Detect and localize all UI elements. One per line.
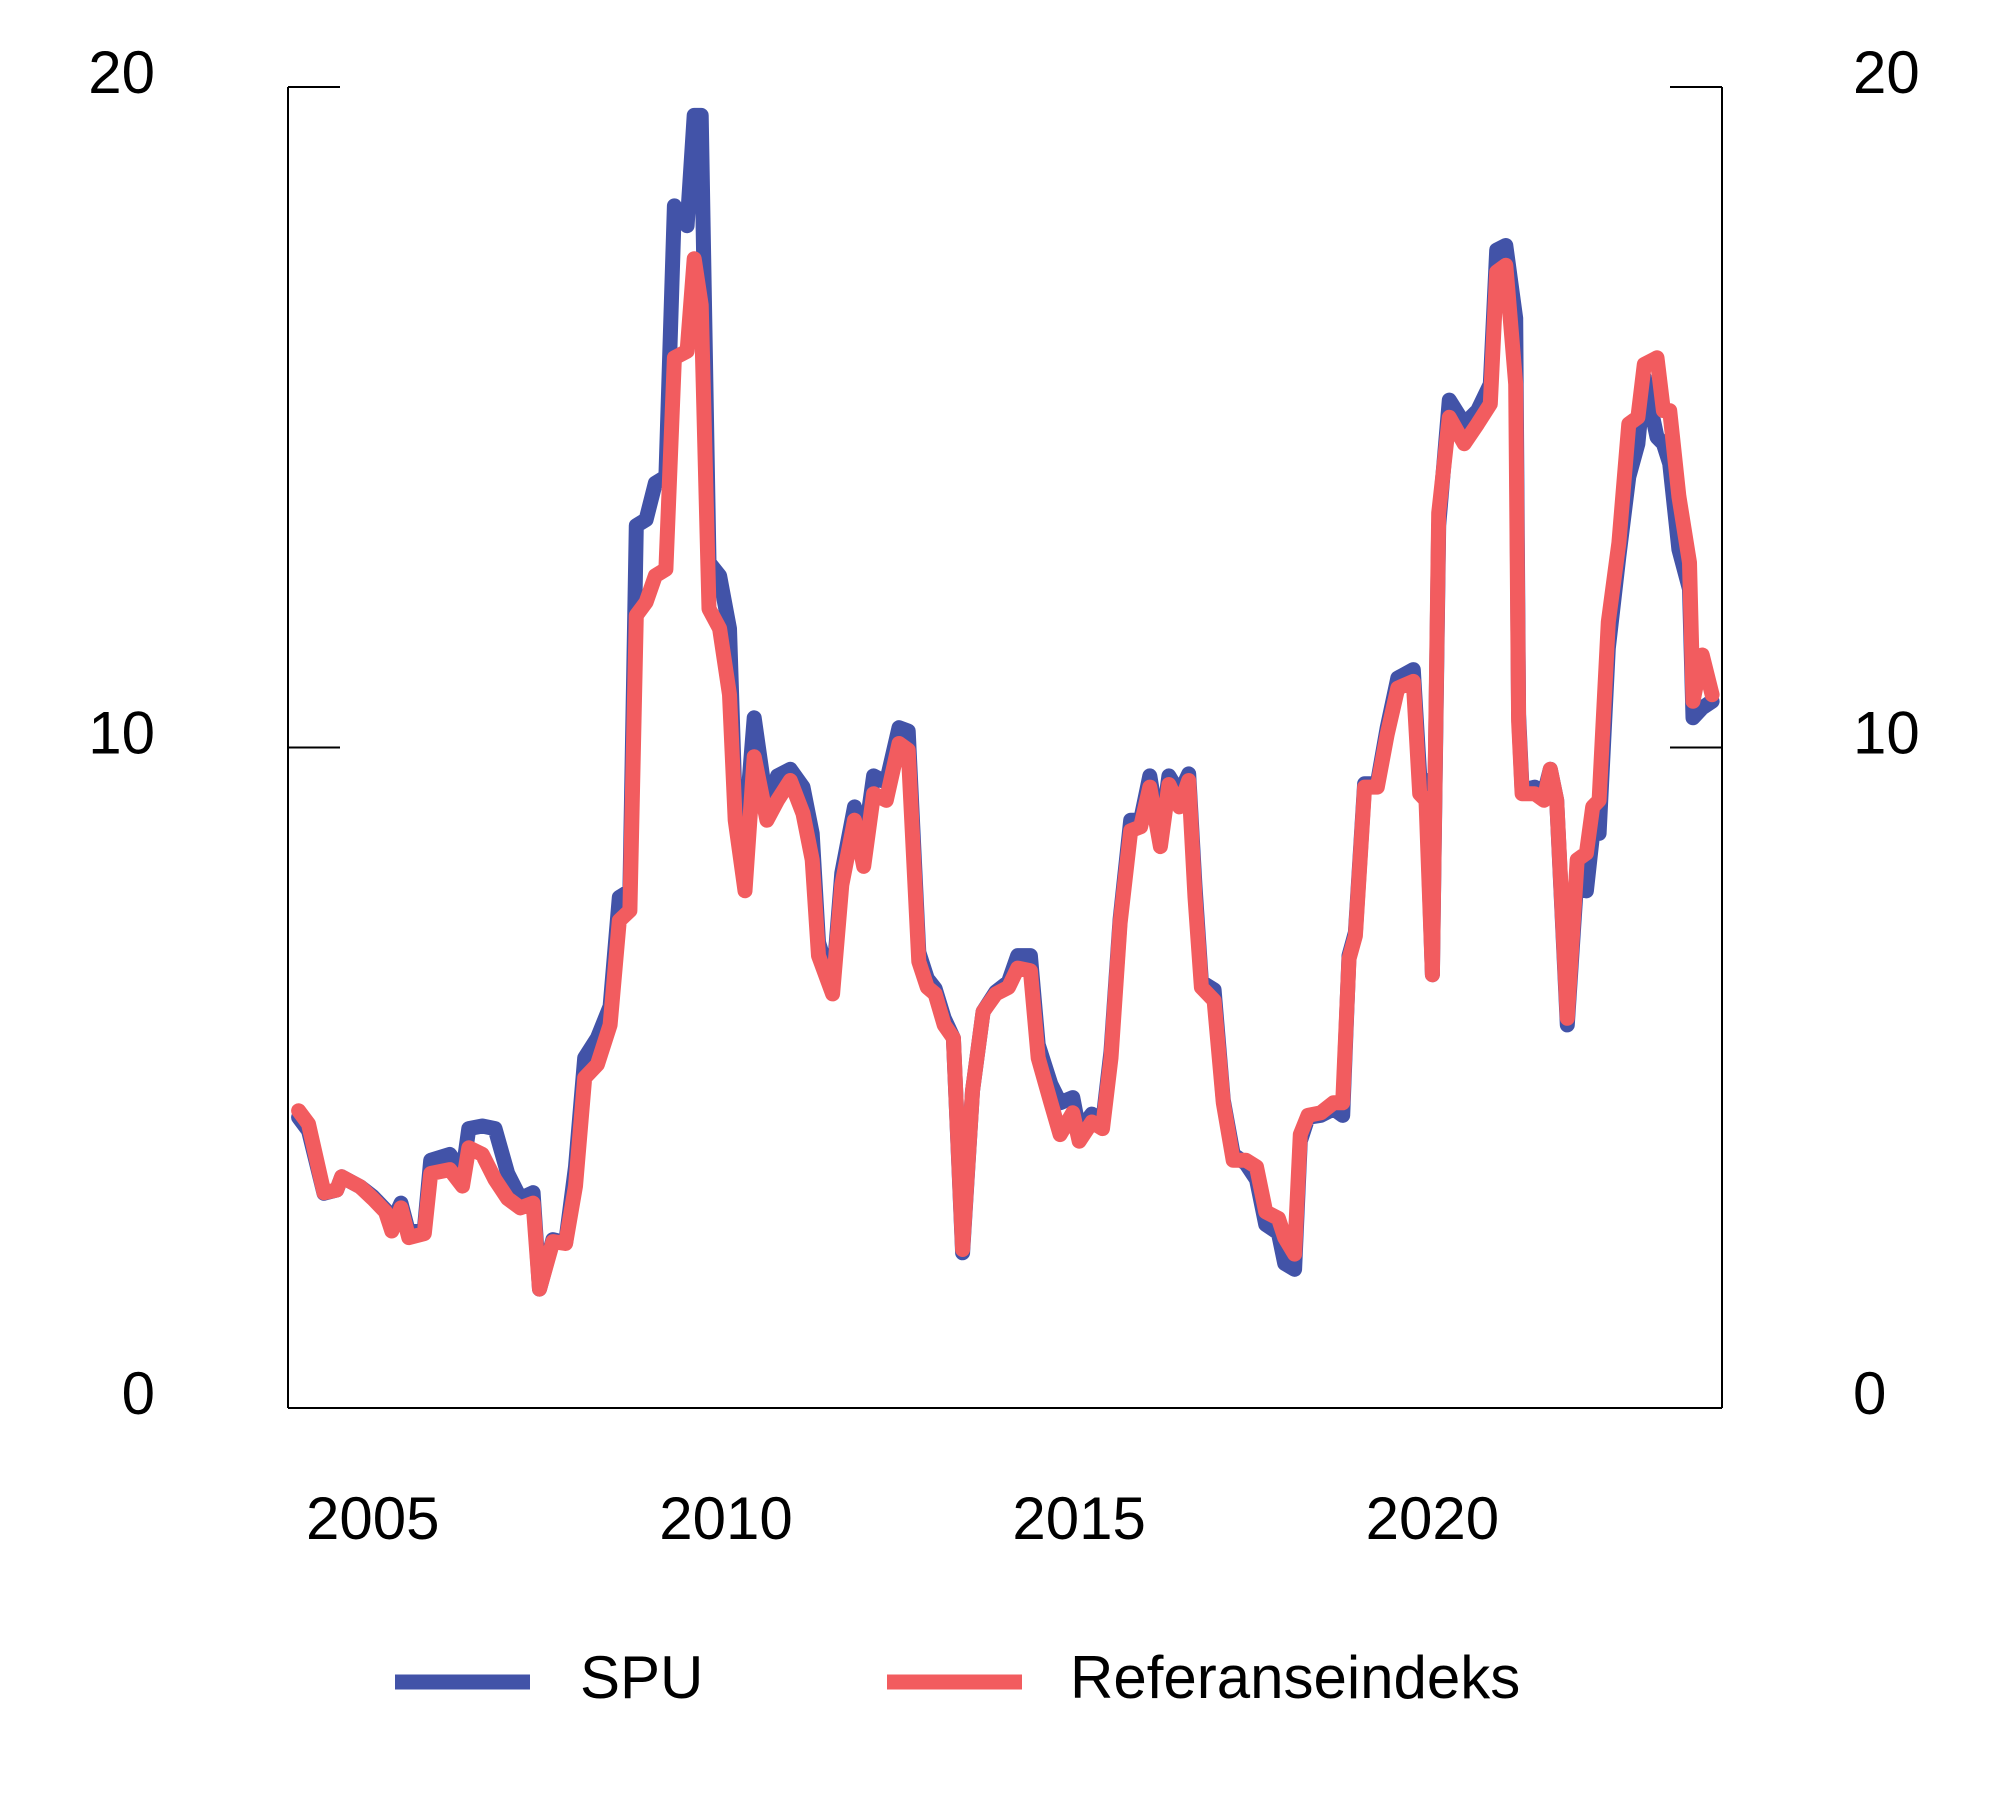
y2-tick-label: 10 <box>1853 699 1920 766</box>
y-tick-label: 10 <box>88 699 155 766</box>
y-tick-label: 20 <box>88 39 155 106</box>
y2-tick-label: 0 <box>1853 1360 1886 1427</box>
x-tick-label: 2015 <box>1012 1485 1145 1552</box>
legend-label: SPU <box>580 1644 703 1711</box>
series-line <box>291 251 1720 1297</box>
legend-label: Referanseindeks <box>1070 1644 1520 1711</box>
y2-tick-label: 20 <box>1853 39 1920 106</box>
y-tick-label: 0 <box>122 1360 155 1427</box>
x-tick-label: 2010 <box>659 1485 792 1552</box>
x-tick-label: 2020 <box>1366 1485 1499 1552</box>
x-tick-label: 2005 <box>306 1485 439 1552</box>
